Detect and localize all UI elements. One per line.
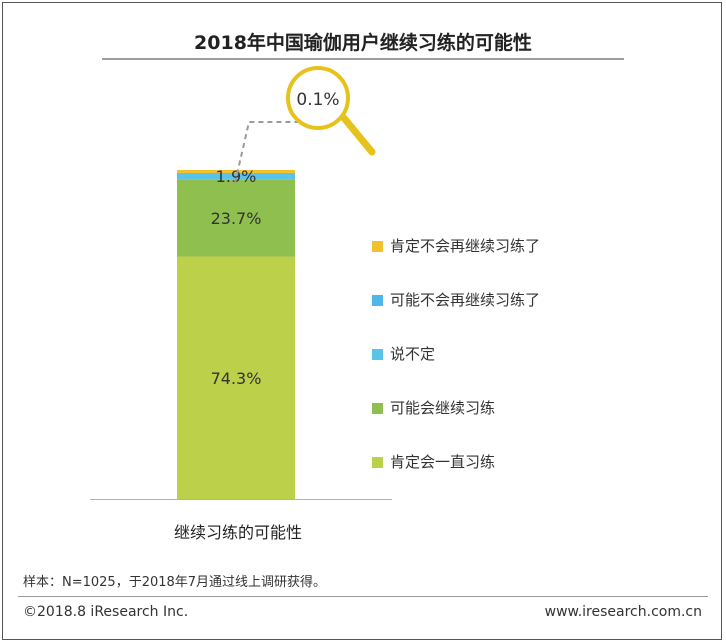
bar-segment [177,179,295,257]
legend-item: 肯定会一直习练 [372,451,632,505]
callout-leader-line [234,121,325,184]
website-link[interactable]: www.iresearch.com.cn [544,604,702,620]
magnifier-lens [286,66,350,130]
bar-segment [177,170,295,173]
legend-swatch [372,241,383,252]
chart-legend: 肯定不会再继续习练了 可能不会再继续习练了 说不定 可能会继续习练 肯定会一直习… [372,235,632,505]
x-category-label: 继续习练的可能性 [173,523,302,542]
legend-swatch [372,403,383,414]
callout-value-label: 0.1% [296,90,339,110]
legend-item: 肯定不会再继续习练了 [372,235,632,289]
legend-item: 可能会继续习练 [372,397,632,451]
data-label: 23.7% [211,209,262,228]
legend-label: 说不定 [390,345,436,363]
data-label: 1.9% [216,167,257,186]
data-label: 74.3% [211,369,262,388]
bar-segment [177,256,295,499]
copyright-text: ©2018.8 iResearch Inc. [23,604,189,620]
legend-item: 说不定 [372,343,632,397]
magnifier-handle [340,114,376,156]
legend-label: 肯定会一直习练 [390,453,496,471]
legend-label: 可能不会再继续习练了 [390,291,541,309]
bar-segment [177,173,295,180]
sample-note: 样本：N=1025，于2018年7月通过线上调研获得。 [23,575,327,590]
legend-swatch [372,457,383,468]
title-underline [102,58,624,60]
legend-item: 可能不会再继续习练了 [372,289,632,343]
legend-swatch [372,349,383,360]
legend-swatch [372,295,383,306]
chart-title: 2018年中国瑜伽用户继续习练的可能性 [194,32,532,54]
footer-divider [18,596,708,597]
legend-label: 肯定不会再继续习练了 [390,237,541,255]
legend-label: 可能会继续习练 [390,399,496,417]
